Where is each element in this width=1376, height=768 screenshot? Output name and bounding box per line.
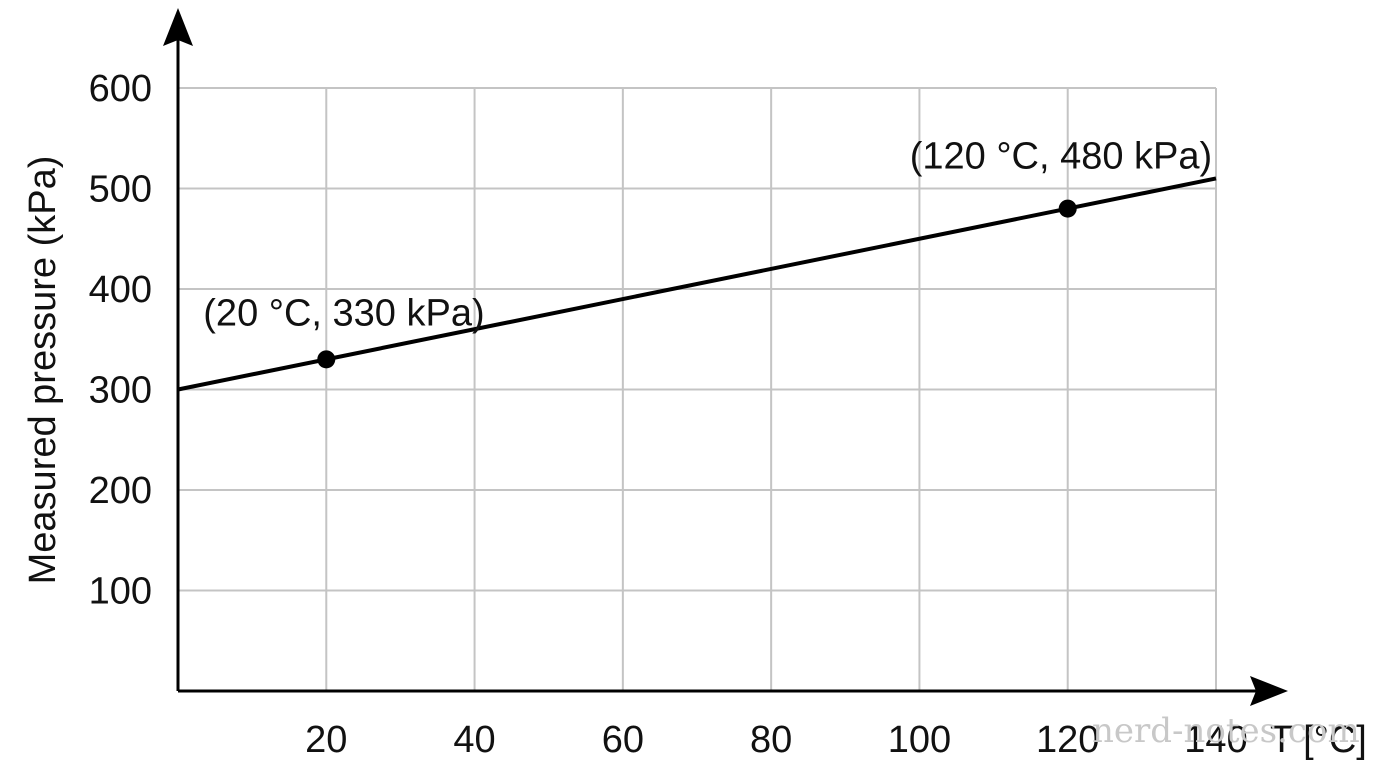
x-tick-label-1: 40 bbox=[453, 719, 495, 761]
y-axis-arrow bbox=[163, 8, 193, 46]
x-tick-label-4: 100 bbox=[888, 719, 951, 761]
y-tick-label-3: 400 bbox=[89, 269, 152, 311]
x-tick-label-0: 20 bbox=[305, 719, 347, 761]
y-axis-label: Measured pressure (kPa) bbox=[22, 156, 64, 585]
watermark-text: nerd-notes.com bbox=[1092, 711, 1360, 751]
x-axis-arrow bbox=[1250, 676, 1288, 706]
x-tick-label-2: 60 bbox=[602, 719, 644, 761]
y-tick-label-1: 200 bbox=[89, 470, 152, 512]
data-point-1 bbox=[1058, 199, 1077, 218]
series-line-0 bbox=[177, 176, 1217, 392]
point-annotation-1: (120 °C, 480 kPa) bbox=[910, 136, 1212, 178]
series bbox=[177, 176, 1217, 392]
x-tick-label-5: 120 bbox=[1036, 719, 1099, 761]
data-point-0 bbox=[317, 350, 336, 369]
point-annotation-0: (20 °C, 330 kPa) bbox=[203, 292, 484, 334]
data-points: (20 °C, 330 kPa) (120 °C, 480 kPa) bbox=[203, 136, 1212, 369]
x-tick-label-3: 80 bbox=[750, 719, 792, 761]
x-axis-label: T [°C] bbox=[1270, 719, 1367, 761]
grid bbox=[178, 87, 1217, 691]
y-tick-label-4: 500 bbox=[89, 169, 152, 211]
y-tick-label-0: 100 bbox=[89, 571, 152, 613]
axes bbox=[163, 8, 1288, 706]
y-tick-label-2: 300 bbox=[89, 370, 152, 412]
tick-labels: 20 40 60 80 100 120 140 100 200 300 400 500 600 bbox=[89, 68, 1248, 761]
y-tick-label-5: 600 bbox=[89, 68, 152, 110]
x-tick-label-6: 140 bbox=[1184, 719, 1247, 761]
